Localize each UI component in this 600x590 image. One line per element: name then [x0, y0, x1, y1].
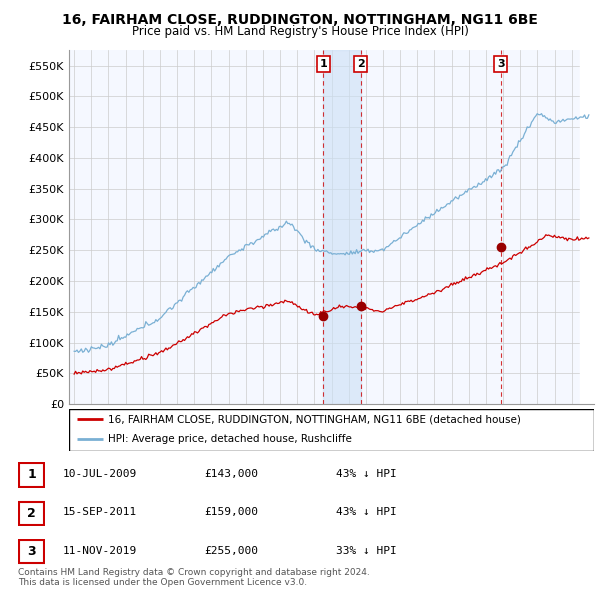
Text: Price paid vs. HM Land Registry's House Price Index (HPI): Price paid vs. HM Land Registry's House …	[131, 25, 469, 38]
Text: 2: 2	[357, 59, 365, 69]
Text: 2: 2	[27, 507, 36, 520]
Text: 15-SEP-2011: 15-SEP-2011	[63, 507, 137, 517]
Bar	[580, 50, 594, 404]
Text: Contains HM Land Registry data © Crown copyright and database right 2024.: Contains HM Land Registry data © Crown c…	[18, 568, 370, 576]
Text: 3: 3	[497, 59, 505, 69]
Text: £143,000: £143,000	[204, 469, 258, 479]
Text: 1: 1	[27, 468, 36, 481]
Text: £255,000: £255,000	[204, 546, 258, 556]
Text: 16, FAIRHAM CLOSE, RUDDINGTON, NOTTINGHAM, NG11 6BE (detached house): 16, FAIRHAM CLOSE, RUDDINGTON, NOTTINGHA…	[109, 415, 521, 424]
Text: 43% ↓ HPI: 43% ↓ HPI	[336, 469, 397, 479]
Text: 10-JUL-2009: 10-JUL-2009	[63, 469, 137, 479]
Text: HPI: Average price, detached house, Rushcliffe: HPI: Average price, detached house, Rush…	[109, 434, 352, 444]
Text: £159,000: £159,000	[204, 507, 258, 517]
Text: 16, FAIRHAM CLOSE, RUDDINGTON, NOTTINGHAM, NG11 6BE: 16, FAIRHAM CLOSE, RUDDINGTON, NOTTINGHA…	[62, 13, 538, 27]
Text: 33% ↓ HPI: 33% ↓ HPI	[336, 546, 397, 556]
Text: 1: 1	[320, 59, 328, 69]
Text: 43% ↓ HPI: 43% ↓ HPI	[336, 507, 397, 517]
Text: 11-NOV-2019: 11-NOV-2019	[63, 546, 137, 556]
Bar	[323, 50, 361, 404]
Text: 3: 3	[27, 545, 36, 558]
Text: This data is licensed under the Open Government Licence v3.0.: This data is licensed under the Open Gov…	[18, 578, 307, 587]
